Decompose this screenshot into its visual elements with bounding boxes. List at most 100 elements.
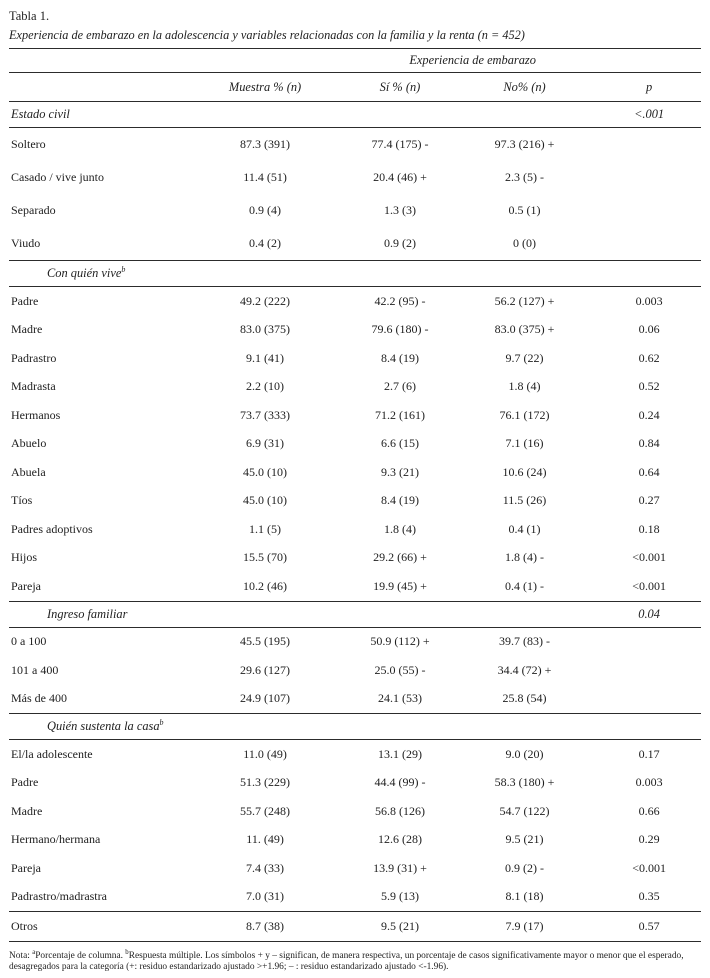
column-group-header: Experiencia de embarazo xyxy=(348,48,598,73)
row-label: Pareja xyxy=(11,578,41,593)
p-value: 0.24 xyxy=(638,407,660,422)
p-value xyxy=(597,227,701,261)
si-value: 2.7 (6) xyxy=(383,379,416,394)
no-value: 56.2 (127) + xyxy=(494,293,555,308)
row-label: Casado / vive junto xyxy=(11,170,104,184)
table-row: 0 a 100 45.5 (195) 50.9 (112) + 39.7 (83… xyxy=(9,627,701,656)
note-superscript-b: b xyxy=(125,948,129,956)
si-value: 1.3 (3) xyxy=(383,203,416,217)
column-header-muestra: Muestra % (n) xyxy=(182,72,349,102)
no-value: 25.8 (54) xyxy=(502,691,547,706)
si-value: 8.4 (19) xyxy=(380,493,419,508)
p-value xyxy=(597,128,701,162)
muestra-value: 0.9 (4) xyxy=(249,203,282,217)
p-value xyxy=(597,161,701,194)
muestra-value: 24.9 (107) xyxy=(240,691,291,706)
no-value: 2.3 (5) - xyxy=(505,170,545,184)
row-label: Padrastro/madrastra xyxy=(11,889,107,904)
row-label: Pareja xyxy=(11,860,41,875)
si-value: 13.9 (31) + xyxy=(373,860,427,875)
row-label: Hijos xyxy=(11,550,38,565)
no-value: 7.9 (17) xyxy=(451,911,598,942)
table-row: Abuela 45.0 (10) 9.3 (21) 10.6 (24) 0.64 xyxy=(9,458,701,487)
column-header-row: Muestra % (n) Sí % (n) No% (n) p xyxy=(9,72,701,102)
table-row: Soltero 87.3 (391) 77.4 (175) - 97.3 (21… xyxy=(9,128,701,162)
table-caption: Experiencia de embarazo en la adolescenc… xyxy=(9,28,525,42)
row-label: Viudo xyxy=(11,236,41,250)
p-value: <0.001 xyxy=(632,578,666,593)
column-header-empty xyxy=(9,72,182,102)
row-label: Otros xyxy=(9,911,182,942)
si-value: 42.2 (95) - xyxy=(374,293,426,308)
si-value: 8.4 (19) xyxy=(380,350,419,365)
muestra-value: 51.3 (229) xyxy=(240,775,291,790)
table-row: Viudo 0.4 (2) 0.9 (2) 0 (0) xyxy=(9,227,701,261)
no-value: 0.5 (1) xyxy=(508,203,541,217)
p-value: 0.29 xyxy=(638,832,660,847)
no-value: 9.7 (22) xyxy=(505,350,544,365)
si-value: 13.1 (29) xyxy=(377,746,422,761)
p-value: 0.003 xyxy=(635,293,663,308)
muestra-value: 87.3 (391) xyxy=(240,137,291,151)
row-label: Padrastro xyxy=(11,350,57,365)
section-p-value xyxy=(597,713,701,740)
section-label: Ingreso familiar xyxy=(9,600,598,628)
note-prefix: Nota: xyxy=(9,950,33,961)
section-label: Con quién viveb xyxy=(9,260,598,287)
si-value: 6.6 (15) xyxy=(380,436,419,451)
si-value: 1.8 (4) xyxy=(383,521,416,536)
si-value: 71.2 (161) xyxy=(374,407,425,422)
table-note: Nota: aPorcentaje de columna. bRespuesta… xyxy=(9,947,701,974)
muestra-value: 9.1 (41) xyxy=(246,350,285,365)
data-table: Experiencia de embarazo Muestra % (n) Sí… xyxy=(9,48,701,942)
table-row: Hijos 15.5 (70) 29.2 (66) + 1.8 (4) - <0… xyxy=(9,544,701,573)
no-value: 9.0 (20) xyxy=(505,746,544,761)
muestra-value: 11. (49) xyxy=(246,832,284,847)
no-value: 1.8 (4) xyxy=(508,379,541,394)
table-row: Madrasta 2.2 (10) 2.7 (6) 1.8 (4) 0.52 xyxy=(9,373,701,402)
no-value: 54.7 (122) xyxy=(499,803,550,818)
no-value: 9.5 (21) xyxy=(505,832,544,847)
muestra-value: 7.0 (31) xyxy=(246,889,285,904)
p-value: 0.52 xyxy=(638,379,660,394)
no-value: 58.3 (180) + xyxy=(494,775,555,790)
row-label: Separado xyxy=(11,203,56,217)
section-p-value: 0.04 xyxy=(597,600,701,628)
row-label: Madre xyxy=(11,803,43,818)
row-label: Más de 400 xyxy=(11,691,67,706)
table-row: Padrastro 9.1 (41) 8.4 (19) 9.7 (22) 0.6… xyxy=(9,344,701,373)
si-value: 56.8 (126) xyxy=(374,803,425,818)
si-value: 50.9 (112) + xyxy=(370,634,430,649)
no-value: 0.4 (1) - xyxy=(505,578,545,593)
row-label: 101 a 400 xyxy=(11,662,59,677)
column-header-no: No% (n) xyxy=(451,72,598,102)
table-row: Tíos 45.0 (10) 8.4 (19) 11.5 (26) 0.27 xyxy=(9,487,701,516)
row-label: El/la adolescente xyxy=(11,746,93,761)
section-superscript: b xyxy=(159,718,164,728)
p-value xyxy=(597,685,701,714)
p-value: 0.003 xyxy=(635,775,663,790)
no-value: 10.6 (24) xyxy=(502,464,547,479)
table-row: Hermanos 73.7 (333) 71.2 (161) 76.1 (172… xyxy=(9,401,701,430)
p-value: 0.18 xyxy=(638,521,660,536)
section-header-row: Estado civil <.001 xyxy=(9,101,701,128)
section-header-row: Quién sustenta la casab xyxy=(9,713,701,740)
table-row: Padres adoptivos 1.1 (5) 1.8 (4) 0.4 (1)… xyxy=(9,515,701,544)
muestra-value: 45.5 (195) xyxy=(240,634,291,649)
row-label: Padre xyxy=(11,293,39,308)
row-label: Soltero xyxy=(11,137,46,151)
no-value: 39.7 (83) - xyxy=(499,634,551,649)
table-row: Separado 0.9 (4) 1.3 (3) 0.5 (1) xyxy=(9,194,701,227)
spanner-header-row: Experiencia de embarazo xyxy=(9,48,701,73)
no-value: 1.8 (4) - xyxy=(505,550,545,565)
row-label: Madre xyxy=(11,322,43,337)
no-value: 0.9 (2) - xyxy=(505,860,545,875)
p-value: <0.001 xyxy=(632,860,666,875)
table-row: Casado / vive junto 11.4 (51) 20.4 (46) … xyxy=(9,161,701,194)
table-row: Padrastro/madrastra 7.0 (31) 5.9 (13) 8.… xyxy=(9,883,701,912)
si-value: 24.1 (53) xyxy=(377,691,422,706)
row-label: Tíos xyxy=(11,493,33,508)
p-value: 0.35 xyxy=(638,889,660,904)
si-value: 5.9 (13) xyxy=(380,889,419,904)
p-value: 0.62 xyxy=(638,350,660,365)
